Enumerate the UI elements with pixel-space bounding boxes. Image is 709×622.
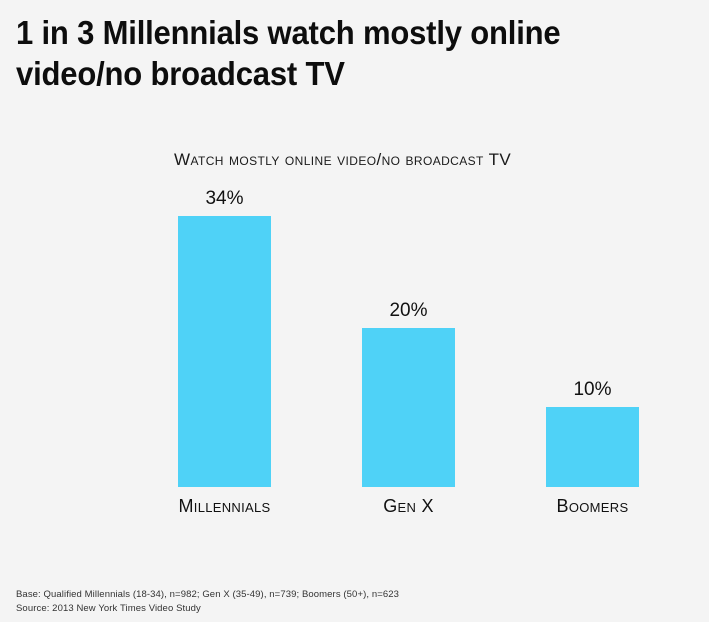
bar-label-millennials: Millennials	[178, 496, 271, 516]
footnote-source: Source: 2013 New York Times Video Study	[16, 603, 201, 614]
bar-label-boomers: Boomers	[556, 496, 629, 516]
bar-gen-x	[362, 328, 455, 487]
title-line-2: video/no broadcast TV	[16, 55, 345, 92]
bar-millennials	[178, 216, 271, 487]
title-line-1: 1 in 3 Millennials watch mostly online	[16, 14, 561, 51]
bar-boomers	[546, 407, 639, 487]
chart-footnotes: Base: Qualified Millennials (18-34), n=9…	[16, 588, 696, 616]
bar-value-millennials: 34%	[205, 188, 244, 209]
bar-value-boomers: 10%	[573, 379, 612, 400]
page-title: 1 in 3 Millennials watch mostly online v…	[16, 12, 706, 94]
footnote-base: Base: Qualified Millennials (18-34), n=9…	[16, 589, 400, 600]
bar-label-gen-x: Gen X	[383, 496, 434, 516]
chart-subtitle: Watch mostly online video/no broadcast T…	[174, 150, 512, 169]
bar-value-gen-x: 20%	[389, 300, 428, 321]
